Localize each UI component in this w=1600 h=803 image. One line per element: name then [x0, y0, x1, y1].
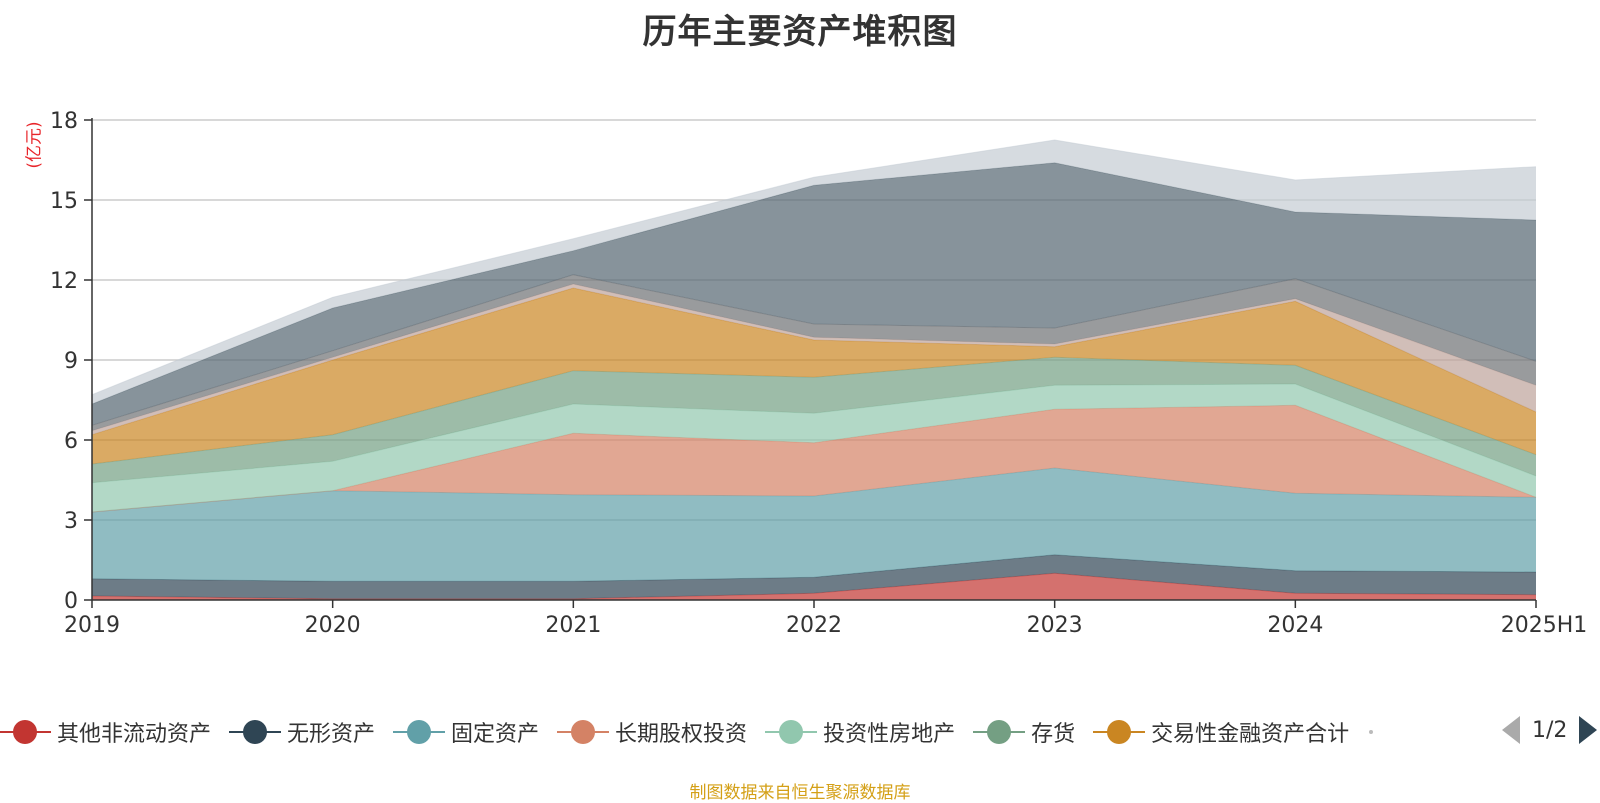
legend-marker-icon — [0, 719, 51, 745]
legend-marker-icon — [973, 719, 1026, 745]
area-chart: 0 3 6 9 12 15 18 2019 2020 2021 2022 2023 2024 2025H1 — [50, 109, 1587, 638]
legend-label: 其他非流动资产 — [57, 722, 212, 747]
legend-marker-icon — [393, 719, 446, 745]
x-tick-label: 2021 — [545, 613, 601, 638]
y-tick-label: 9 — [64, 349, 78, 374]
legend-label: 固定资产 — [451, 722, 540, 747]
legend-marker-icon — [1093, 719, 1146, 745]
legend-item[interactable]: 长期股权投资 — [557, 716, 747, 748]
x-tick-label: 2019 — [64, 613, 120, 638]
x-tick-label: 2020 — [305, 613, 361, 638]
x-tick-label: 2024 — [1267, 613, 1323, 638]
chart-title: 历年主要资产堆积图 — [642, 12, 958, 52]
legend-marker-icon — [765, 719, 818, 745]
legend-label: 存货 — [1031, 722, 1076, 747]
y-tick-label: 12 — [50, 269, 78, 294]
legend-pager: 1/2 — [1502, 716, 1598, 744]
legend-next-page-arrow-icon[interactable] — [1579, 716, 1598, 744]
area-series-8 — [92, 274, 1536, 431]
legend-marker-icon — [557, 719, 610, 745]
source-note: 制图数据来自恒生聚源数据库 — [689, 783, 911, 803]
x-tick-label: 2022 — [786, 613, 842, 638]
legend-item[interactable]: 无形资产 — [229, 716, 375, 748]
y-tick-label: 3 — [64, 509, 78, 534]
x-tick-label: 2025H1 — [1501, 613, 1588, 638]
y-tick-label: 0 — [64, 589, 78, 614]
area-series-3 — [92, 405, 1536, 512]
y-tick-label: 15 — [50, 189, 78, 214]
area-series-1 — [92, 554, 1536, 599]
legend-label: 长期股权投资 — [615, 722, 748, 747]
area-series-5 — [92, 357, 1536, 483]
area-series-4 — [92, 384, 1536, 512]
area-series-9 — [92, 162, 1536, 426]
stacked-areas — [91, 139, 1537, 600]
axes: 0 3 6 9 12 15 18 2019 2020 2021 2022 2023 2024 2025H1 — [50, 109, 1587, 638]
legend-label: 交易性金融资产合计 — [1151, 722, 1350, 747]
legend-item[interactable]: 其他非流动资产 — [0, 716, 211, 748]
legend-prev-page-arrow-icon[interactable] — [1502, 716, 1520, 744]
legend-item[interactable]: 固定资产 — [393, 716, 539, 748]
legend-label: 投资性房地产 — [823, 722, 956, 747]
legend-overflow-dot — [1369, 730, 1374, 734]
y-tick-label: 18 — [50, 109, 78, 134]
legend-item[interactable]: 存货 — [973, 716, 1075, 748]
y-tick-label: 6 — [64, 429, 78, 454]
legend-item[interactable]: 投资性房地产 — [765, 716, 955, 748]
legend-label: 无形资产 — [287, 722, 376, 747]
x-tick-label: 2023 — [1027, 613, 1083, 638]
legend: 其他非流动资产 无形资产 固定资产 长期股权投资 投资性房地产 存货 交易性金融资产合计 — [0, 712, 1600, 752]
area-series-2 — [92, 468, 1536, 582]
area-series-0 — [92, 573, 1536, 600]
legend-marker-icon — [229, 719, 282, 745]
area-series-6 — [92, 288, 1536, 464]
legend-page-indicator: 1/2 — [1532, 717, 1568, 743]
area-series-edge-10 — [91, 139, 1537, 396]
legend-item[interactable]: 交易性金融资产合计 — [1093, 716, 1349, 748]
